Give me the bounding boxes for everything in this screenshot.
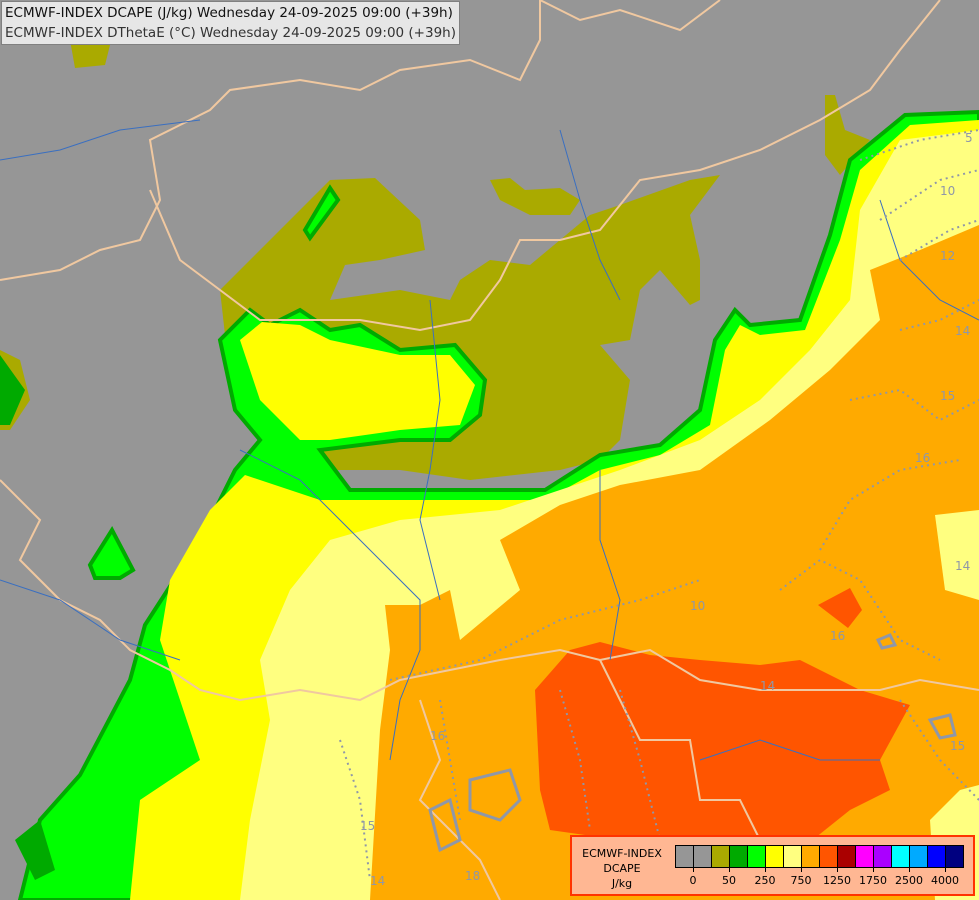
legend-swatch	[838, 846, 856, 867]
contour-label: 16	[430, 729, 445, 743]
legend-tick	[693, 867, 694, 872]
legend-tick-label: 0	[689, 874, 697, 887]
contour-label: 10	[940, 184, 955, 198]
legend-title: ECMWF-INDEX DCAPE J/kg	[578, 846, 666, 891]
legend-tick-label: 2500	[895, 874, 923, 887]
contour-label: 5	[965, 131, 973, 145]
dthetae-contours	[339, 129, 979, 881]
legend-tick	[729, 867, 730, 872]
contour-label: 12	[940, 249, 955, 263]
legend-tick-label: 1250	[823, 874, 851, 887]
legend-swatch	[856, 846, 874, 867]
legend-tick	[837, 867, 838, 872]
legend-swatch	[748, 846, 766, 867]
legend-swatch	[928, 846, 946, 867]
contour-label: 10	[690, 599, 705, 613]
legend-title-line2: DCAPE	[603, 862, 641, 875]
legend-tick	[909, 867, 910, 872]
rivers	[0, 119, 979, 761]
contour-label: 14	[760, 679, 775, 693]
legend-tick-label: 50	[722, 874, 736, 887]
contour-label: 15	[360, 819, 375, 833]
legend-swatch	[892, 846, 910, 867]
contour-label: 14	[955, 559, 970, 573]
legend-unit: J/kg	[611, 877, 633, 890]
legend-swatch	[802, 846, 820, 867]
title-dcape: ECMWF-INDEX DCAPE (J/kg) Wednesday 24-09…	[5, 5, 453, 21]
legend-tick-label: 250	[754, 874, 776, 887]
legend-tick-label: 750	[790, 874, 812, 887]
legend-tick-label: 4000	[931, 874, 959, 887]
title-dthetae: ECMWF-INDEX DThetaE (°C) Wednesday 24-09…	[5, 25, 456, 41]
legend-swatch	[730, 846, 748, 867]
legend-swatch	[676, 846, 694, 867]
legend-swatch	[874, 846, 892, 867]
legend-ticks: 0 50 250 750 1250 1750 2500 4000	[675, 867, 965, 887]
legend-color-bar	[675, 845, 964, 868]
legend-swatch	[910, 846, 928, 867]
dcape-red-orange-areas	[535, 588, 910, 850]
contour-label: 14	[370, 874, 385, 888]
legend-title-line1: ECMWF-INDEX	[582, 847, 662, 860]
legend-swatch	[820, 846, 838, 867]
legend-tick	[945, 867, 946, 872]
legend-swatch	[712, 846, 730, 867]
dthetae-contour-labels: 5 10 12 14 15 16 10 16 14 14 16 15 14 18…	[360, 131, 973, 888]
color-legend: ECMWF-INDEX DCAPE J/kg 0 50 250 750 1250 1750…	[570, 835, 975, 896]
legend-tick	[765, 867, 766, 872]
legend-tick	[801, 867, 802, 872]
legend-swatch	[784, 846, 802, 867]
legend-swatch	[766, 846, 784, 867]
contour-label: 18	[465, 869, 480, 883]
legend-tick-label: 1750	[859, 874, 887, 887]
contour-label: 16	[830, 629, 845, 643]
map-title-box: ECMWF-INDEX DCAPE (J/kg) Wednesday 24-09…	[1, 1, 460, 45]
legend-tick	[873, 867, 874, 872]
contour-label: 14	[955, 324, 970, 338]
contour-label: 15	[950, 739, 965, 753]
dthetae-solid-contours	[428, 633, 957, 853]
contour-label: 16	[915, 451, 930, 465]
legend-swatch	[946, 846, 963, 867]
contour-label: 15	[940, 389, 955, 403]
legend-swatch	[694, 846, 712, 867]
